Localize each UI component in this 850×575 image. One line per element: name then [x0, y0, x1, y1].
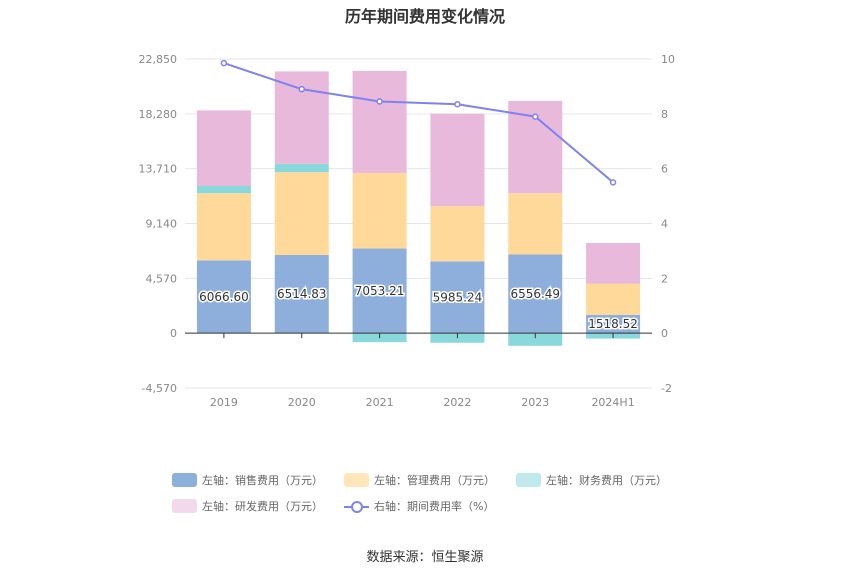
data-source: 数据来源：恒生聚源 [366, 550, 484, 565]
right-tick-label: 10 [661, 53, 675, 66]
right-tick-label: 6 [661, 163, 668, 176]
legend-item-rate[interactable]: 右轴：期间费用率（%） [344, 498, 494, 514]
bar-segment [196, 193, 251, 261]
rate-line [223, 62, 614, 184]
bar-data-label: 6066.60 [199, 290, 249, 304]
left-tick-label: 22,850 [139, 53, 178, 66]
bar-data-label: 6556.49 [510, 287, 560, 301]
bar-segment [430, 113, 485, 207]
bar-segment [196, 110, 251, 186]
right-tick-label: 8 [661, 108, 668, 121]
right-tick-label: 4 [661, 218, 668, 231]
bar-segment [196, 185, 251, 194]
right-tick-label: -2 [661, 382, 672, 395]
grid-lines [185, 58, 652, 389]
bar-segment [352, 70, 407, 173]
bar-segment [508, 254, 563, 334]
legend-label-rd: 左轴：研发费用（万元） [202, 500, 323, 513]
x-tick-label: 2022 [443, 396, 471, 409]
left-tick-label: 13,710 [139, 163, 178, 176]
bar-segment [352, 172, 407, 249]
bar-segment [430, 261, 485, 334]
legend-label-finance: 左轴：财务费用（万元） [546, 474, 667, 487]
legend-label-rate: 右轴：期间费用率（%） [374, 500, 495, 513]
left-tick-label: 0 [170, 327, 177, 340]
bar-data-label: 1518.52 [588, 317, 638, 331]
bar-data-label: 5985.24 [433, 290, 483, 304]
rate-point [454, 100, 461, 108]
bar-segment [586, 283, 641, 315]
axes: -4,570 0 4,570 9,140 13,710 18,280 22,850 -2 0 2 4… [139, 53, 676, 409]
x-tick-label: 2024H1 [591, 396, 634, 409]
bar-data-label: 6514.83 [277, 287, 327, 301]
legend-swatch-sales [172, 473, 197, 487]
bar-segment [430, 206, 485, 262]
legend-swatch-admin [344, 473, 369, 487]
left-tick-label: 4,570 [146, 272, 178, 285]
line-series [220, 59, 617, 186]
bar-segment [274, 172, 329, 255]
bar-segment [274, 254, 329, 334]
bar-segment [508, 193, 563, 255]
right-tick-label: 2 [661, 272, 668, 285]
right-tick-label: 0 [661, 327, 668, 340]
legend-swatch-finance [516, 473, 541, 487]
chart-title: 历年期间费用变化情况 [344, 7, 505, 26]
left-tick-label: 18,280 [139, 108, 178, 121]
rate-point [376, 98, 383, 105]
x-tick-label: 2019 [210, 396, 238, 409]
bar-segment [586, 242, 641, 284]
left-tick-label: 9,140 [146, 218, 178, 231]
legend-swatch-rate [344, 499, 369, 513]
rate-point [298, 85, 305, 93]
data-labels: 6066.60 6514.83 7053.21 5985.24 6556.49 1518.… [198, 282, 640, 332]
bar-segment [352, 248, 407, 334]
bar-segment [274, 71, 329, 164]
legend-swatch-rd [172, 499, 197, 513]
bar-segment [274, 163, 329, 173]
legend-item-rd[interactable]: 左轴：研发费用（万元） [172, 498, 323, 514]
bar-segment [196, 260, 251, 334]
x-tick-label: 2021 [366, 396, 394, 409]
bar-segment [586, 314, 641, 334]
rate-point [609, 179, 617, 186]
legend-label-sales: 左轴：销售费用（万元） [202, 474, 323, 487]
bar-data-label: 7053.21 [355, 284, 405, 298]
legend-item-finance[interactable]: 左轴：财务费用（万元） [516, 472, 667, 488]
legend-item-admin[interactable]: 左轴：管理费用（万元） [344, 472, 495, 488]
x-tick-label: 2020 [288, 396, 316, 409]
left-tick-label: -4,570 [142, 382, 177, 395]
rate-point [220, 59, 228, 67]
x-tick-label: 2023 [521, 396, 549, 409]
legend-item-sales[interactable]: 左轴：销售费用（万元） [172, 472, 323, 488]
bar-segment [508, 333, 563, 346]
rate-point [532, 113, 539, 120]
bar-series [196, 70, 641, 346]
legend-label-admin: 左轴：管理费用（万元） [374, 474, 495, 487]
